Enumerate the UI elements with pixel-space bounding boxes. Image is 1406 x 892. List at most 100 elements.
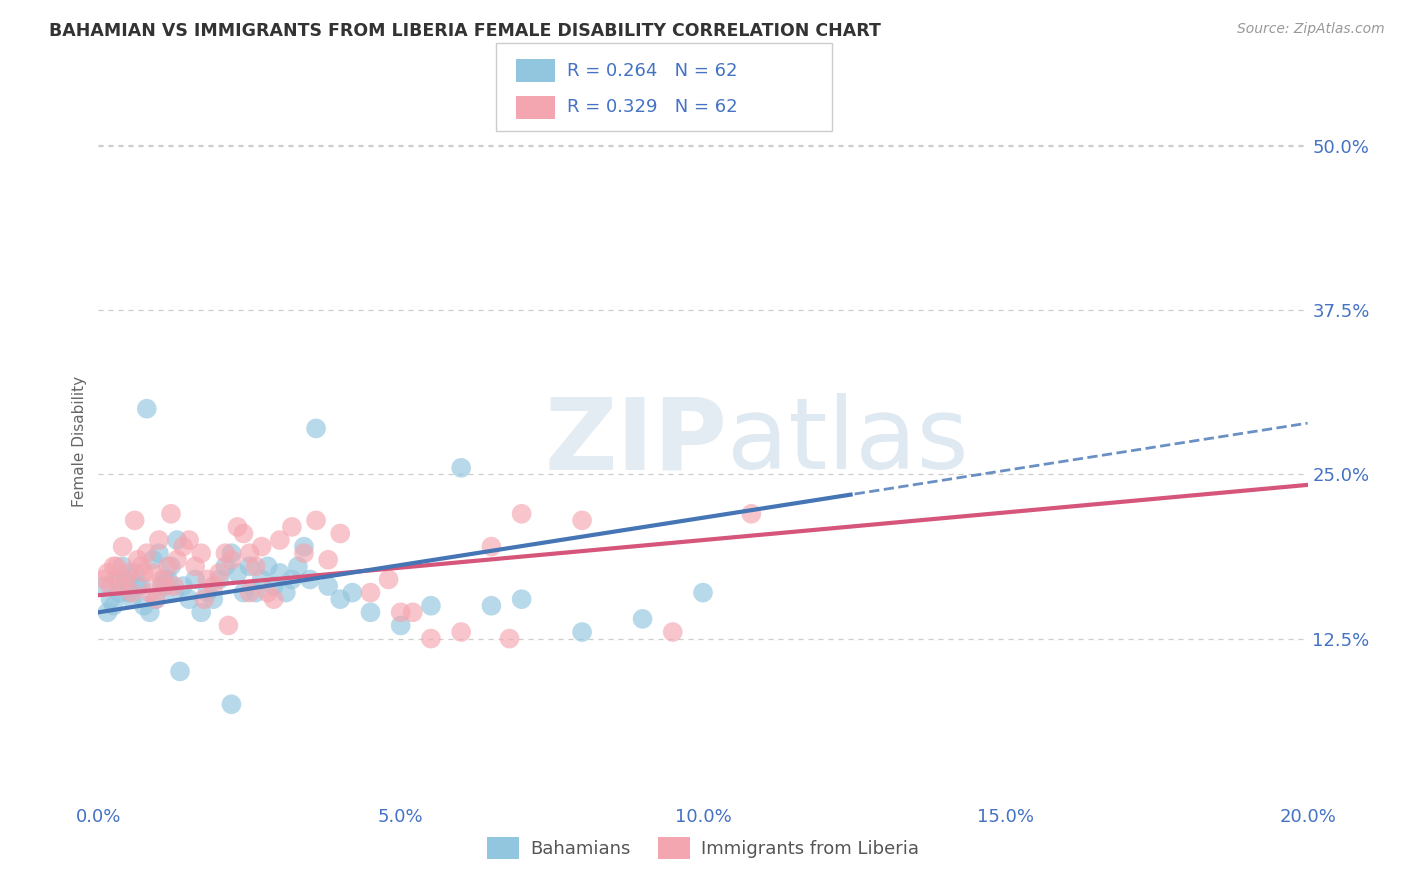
Point xyxy=(221,698,243,712)
Point xyxy=(96,605,118,619)
Text: atlas: atlas xyxy=(727,393,969,490)
Point xyxy=(450,625,472,640)
Point xyxy=(169,665,191,679)
Point xyxy=(93,573,115,587)
Point xyxy=(299,573,322,587)
Point xyxy=(208,573,231,587)
Point xyxy=(740,507,762,521)
Point xyxy=(124,513,146,527)
Point xyxy=(631,612,654,626)
Point xyxy=(111,559,134,574)
Point xyxy=(274,585,297,599)
Point xyxy=(129,579,152,593)
Point xyxy=(100,579,122,593)
Point xyxy=(96,566,118,580)
Point xyxy=(160,507,183,521)
Point xyxy=(481,540,503,554)
Point xyxy=(342,585,364,599)
Point xyxy=(305,421,328,435)
Point xyxy=(156,573,179,587)
Point xyxy=(510,507,533,521)
Point xyxy=(145,592,167,607)
Point xyxy=(132,566,155,580)
Point xyxy=(498,632,520,646)
Point xyxy=(160,559,183,574)
Point xyxy=(287,559,309,574)
Point xyxy=(114,573,136,587)
Text: R = 0.329   N = 62: R = 0.329 N = 62 xyxy=(567,98,737,116)
Point xyxy=(135,546,157,560)
Point xyxy=(250,540,273,554)
Point xyxy=(166,553,188,567)
Point xyxy=(118,585,141,599)
Point xyxy=(103,559,125,574)
Point xyxy=(202,579,225,593)
Point xyxy=(221,553,243,567)
Point xyxy=(360,605,382,619)
Point xyxy=(420,599,443,613)
Point xyxy=(329,526,352,541)
Point xyxy=(111,540,134,554)
Point xyxy=(145,592,167,607)
Point xyxy=(156,559,179,574)
Point xyxy=(163,585,186,599)
Point xyxy=(153,573,176,587)
Point xyxy=(166,533,188,547)
Point xyxy=(239,585,262,599)
Point xyxy=(184,573,207,587)
Point xyxy=(100,592,122,607)
Point xyxy=(214,546,236,560)
Point xyxy=(135,401,157,416)
Point xyxy=(190,605,212,619)
Point xyxy=(269,533,291,547)
Point xyxy=(263,579,285,593)
Point xyxy=(139,585,162,599)
Point xyxy=(292,540,315,554)
Point xyxy=(571,513,593,527)
Point xyxy=(250,573,273,587)
Point xyxy=(93,579,115,593)
Point xyxy=(221,546,243,560)
Point xyxy=(202,592,225,607)
Point xyxy=(127,579,149,593)
Point xyxy=(118,566,141,580)
Point xyxy=(172,540,194,554)
Text: Source: ZipAtlas.com: Source: ZipAtlas.com xyxy=(1237,22,1385,37)
Point xyxy=(239,546,262,560)
Point xyxy=(226,566,249,580)
Point xyxy=(481,599,503,613)
Point xyxy=(148,546,170,560)
Point xyxy=(179,592,201,607)
Point xyxy=(269,566,291,580)
Point xyxy=(360,585,382,599)
Point xyxy=(124,566,146,580)
Point xyxy=(420,632,443,646)
Point xyxy=(179,533,201,547)
Point xyxy=(150,579,173,593)
Point xyxy=(402,605,425,619)
Point xyxy=(172,579,194,593)
Point xyxy=(389,605,412,619)
Point xyxy=(121,592,143,607)
Point xyxy=(142,553,165,567)
Point xyxy=(108,579,131,593)
Point xyxy=(127,553,149,567)
Point xyxy=(129,559,152,574)
Point xyxy=(510,592,533,607)
Text: BAHAMIAN VS IMMIGRANTS FROM LIBERIA FEMALE DISABILITY CORRELATION CHART: BAHAMIAN VS IMMIGRANTS FROM LIBERIA FEMA… xyxy=(49,22,882,40)
Point xyxy=(195,585,218,599)
Point xyxy=(316,579,339,593)
Point xyxy=(214,559,236,574)
Point xyxy=(195,573,218,587)
Point xyxy=(208,566,231,580)
Point xyxy=(132,599,155,613)
Point xyxy=(148,533,170,547)
Point xyxy=(193,592,215,607)
Point xyxy=(163,579,186,593)
Legend: Bahamians, Immigrants from Liberia: Bahamians, Immigrants from Liberia xyxy=(479,830,927,866)
Y-axis label: Female Disability: Female Disability xyxy=(72,376,87,508)
Text: R = 0.264   N = 62: R = 0.264 N = 62 xyxy=(567,62,737,79)
Point xyxy=(661,625,683,640)
Point xyxy=(114,573,136,587)
Point xyxy=(329,592,352,607)
